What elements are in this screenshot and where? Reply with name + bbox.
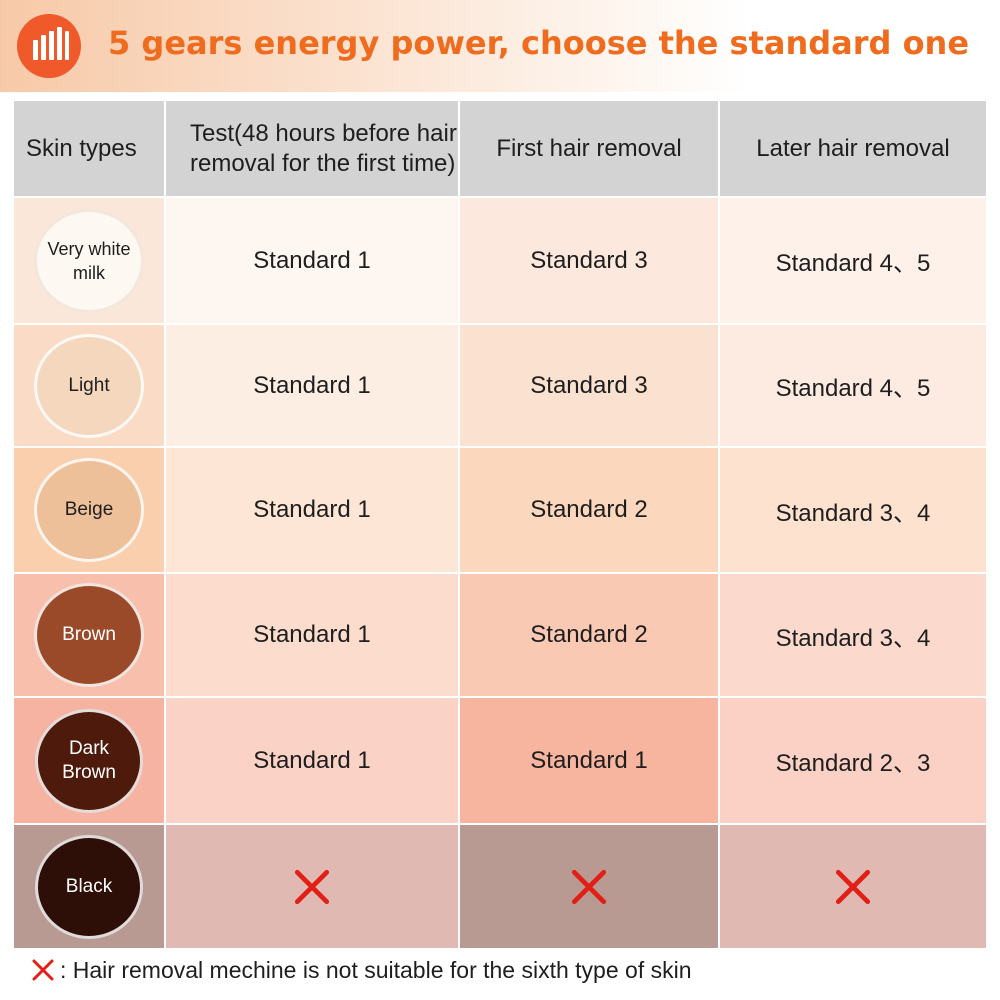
- standard-value: Standard 1: [530, 746, 648, 774]
- skin-swatch: Black: [35, 834, 143, 939]
- skin-swatch: Dark Brown: [35, 708, 143, 813]
- footer-text: : Hair removal mechine is not suitable f…: [60, 956, 692, 983]
- table-row-skin-cell: Dark Brown: [14, 698, 164, 823]
- standard-value: Standard 1: [253, 371, 371, 399]
- later-removal-cell: Standard 3、4: [720, 574, 986, 696]
- later-removal-cell: Standard 4、5: [720, 198, 986, 323]
- table-row-skin-cell: Beige: [14, 448, 164, 572]
- standard-value: Standard 3、4: [775, 624, 931, 652]
- first-removal-cell: Standard 1: [460, 698, 718, 823]
- standard-value: Standard 4、5: [775, 375, 931, 402]
- standard-value: Standard 2: [530, 621, 648, 648]
- red-x-icon: [294, 869, 330, 904]
- first-removal-cell: [460, 825, 718, 948]
- table-row-skin-cell: Brown: [14, 574, 164, 696]
- test-cell: Standard 1: [166, 698, 458, 823]
- standard-value: Standard 3、4: [775, 499, 931, 527]
- title-banner: 5 gears energy power, choose the standar…: [0, 0, 1000, 92]
- header-test: Test(48 hours before hair removal for th…: [166, 101, 458, 196]
- red-x-icon: [835, 869, 871, 904]
- standard-value: Standard 1: [253, 746, 371, 774]
- footer-note: : Hair removal mechine is not suitable f…: [28, 955, 692, 985]
- first-removal-cell: Standard 2: [460, 448, 718, 572]
- red-x-icon: [571, 869, 607, 904]
- first-removal-cell: Standard 2: [460, 574, 718, 696]
- test-cell: Standard 1: [166, 325, 458, 446]
- later-removal-cell: Standard 4、5: [720, 325, 986, 446]
- later-removal-cell: Standard 3、4: [720, 448, 986, 572]
- red-x-icon: [32, 959, 54, 981]
- standard-value: Standard 4、5: [775, 250, 931, 277]
- skin-swatch: Very white milk: [34, 208, 144, 313]
- skin-swatch: Beige: [34, 458, 144, 562]
- standard-value: Standard 2: [530, 496, 648, 523]
- first-removal-cell: Standard 3: [460, 198, 718, 323]
- header-later-hair-removal: Later hair removal: [720, 101, 986, 196]
- signal-bars-icon: [17, 14, 81, 78]
- standard-value: Standard 1: [253, 621, 371, 648]
- standard-value: Standard 1: [253, 246, 371, 274]
- test-cell: Standard 1: [166, 448, 458, 572]
- table-row-skin-cell: Very white milk: [14, 198, 164, 323]
- test-cell: [166, 825, 458, 948]
- first-removal-cell: Standard 3: [460, 325, 718, 446]
- header-first-hair-removal: First hair removal: [460, 101, 718, 196]
- header-skin-types: Skin types: [14, 101, 164, 196]
- page-title: 5 gears energy power, choose the standar…: [108, 24, 970, 62]
- standard-value: Standard 1: [253, 496, 371, 523]
- skin-swatch: Brown: [34, 583, 144, 687]
- skin-type-table: Skin types Test(48 hours before hair rem…: [14, 101, 986, 948]
- later-removal-cell: [720, 825, 986, 948]
- table-row-skin-cell: Black: [14, 825, 164, 948]
- standard-value: Standard 3: [530, 371, 648, 399]
- test-cell: Standard 1: [166, 198, 458, 323]
- skin-swatch: Light: [34, 333, 144, 438]
- test-cell: Standard 1: [166, 574, 458, 696]
- later-removal-cell: Standard 2、3: [720, 698, 986, 823]
- table-row-skin-cell: Light: [14, 325, 164, 446]
- standard-value: Standard 3: [530, 246, 648, 274]
- standard-value: Standard 2、3: [775, 750, 931, 777]
